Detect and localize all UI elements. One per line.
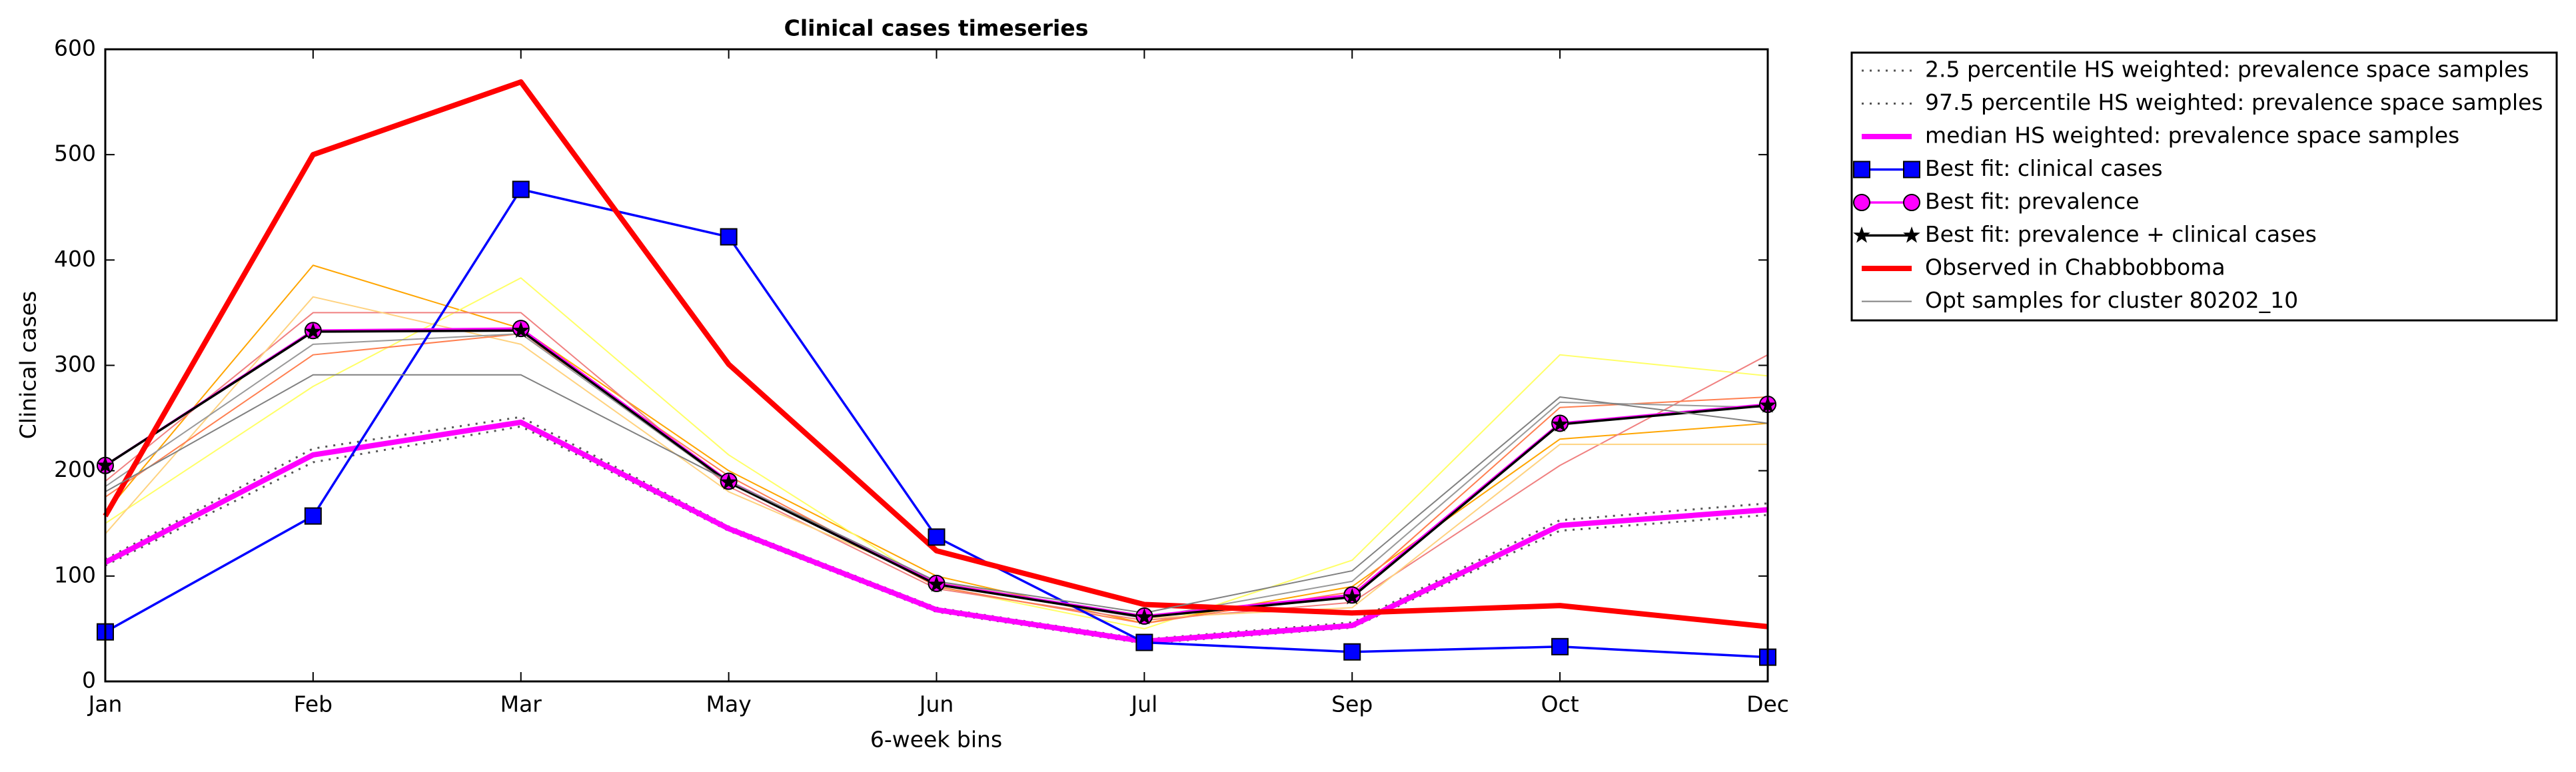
line: [105, 327, 1768, 617]
y-tick-label: 100: [54, 562, 96, 587]
x-tick-label: Mar: [500, 691, 542, 717]
y-tick-label: 400: [54, 246, 96, 272]
x-tick-label: Sep: [1331, 691, 1373, 717]
marker: [1903, 161, 1920, 179]
marker: [1135, 607, 1153, 625]
y-axis-label: Clinical cases: [15, 291, 41, 440]
x-tick-label: Jan: [87, 691, 123, 717]
line: [103, 79, 1768, 629]
x-tick-label: Oct: [1541, 691, 1579, 717]
marker: [720, 473, 738, 490]
y-tick-label: 200: [54, 456, 96, 482]
legend: 2.5 percentile HS weighted: prevalence s…: [1850, 51, 2558, 322]
marker: [928, 528, 946, 546]
legend-label: Observed in Chabbobboma: [1925, 254, 2226, 280]
legend-label: Opt samples for cluster 80202_10: [1925, 287, 2298, 313]
legend-label: 2.5 percentile HS weighted: prevalence s…: [1925, 57, 2529, 83]
marker: [1343, 643, 1361, 661]
marker: [1853, 226, 1870, 243]
marker: [512, 181, 530, 198]
marker: [1903, 194, 1920, 211]
legend-label: 97.5 percentile HS weighted: prevalence …: [1925, 89, 2543, 115]
marker: [304, 507, 322, 525]
chart-title: Clinical cases timeseries: [784, 15, 1089, 41]
marker: [928, 575, 946, 592]
x-axis-label: 6-week bins: [870, 727, 1002, 753]
marker: [720, 228, 738, 246]
marker: [1135, 633, 1153, 651]
marker: [1551, 415, 1569, 432]
marker: [1853, 161, 1870, 179]
line: [104, 419, 1768, 644]
marker: [1853, 194, 1870, 211]
y-tick-label: 0: [82, 667, 96, 693]
marker: [512, 321, 530, 338]
legend-frame: [1850, 51, 2558, 322]
marker: [305, 322, 322, 339]
marker: [1551, 637, 1569, 655]
legend-label: Best fit: prevalence + clinical cases: [1925, 221, 2317, 247]
marker: [1903, 226, 1920, 243]
line: [105, 329, 1768, 619]
legend-label: Best fit: clinical cases: [1925, 155, 2163, 181]
y-tick-label: 500: [54, 141, 96, 167]
x-tick-label: Jun: [918, 691, 954, 717]
legend-label: median HS weighted: prevalence space sam…: [1925, 123, 2459, 149]
y-tick-label: 600: [54, 35, 96, 61]
x-tick-label: Jul: [1129, 691, 1157, 717]
legend-label: Best fit: prevalence: [1925, 189, 2140, 214]
x-tick-label: May: [706, 691, 752, 717]
plot-frame: [104, 48, 1769, 683]
x-tick-label: Dec: [1746, 691, 1789, 717]
marker: [1343, 587, 1361, 605]
y-tick-label: 300: [54, 351, 96, 377]
line: [105, 312, 1768, 621]
x-tick-label: Feb: [294, 691, 332, 717]
